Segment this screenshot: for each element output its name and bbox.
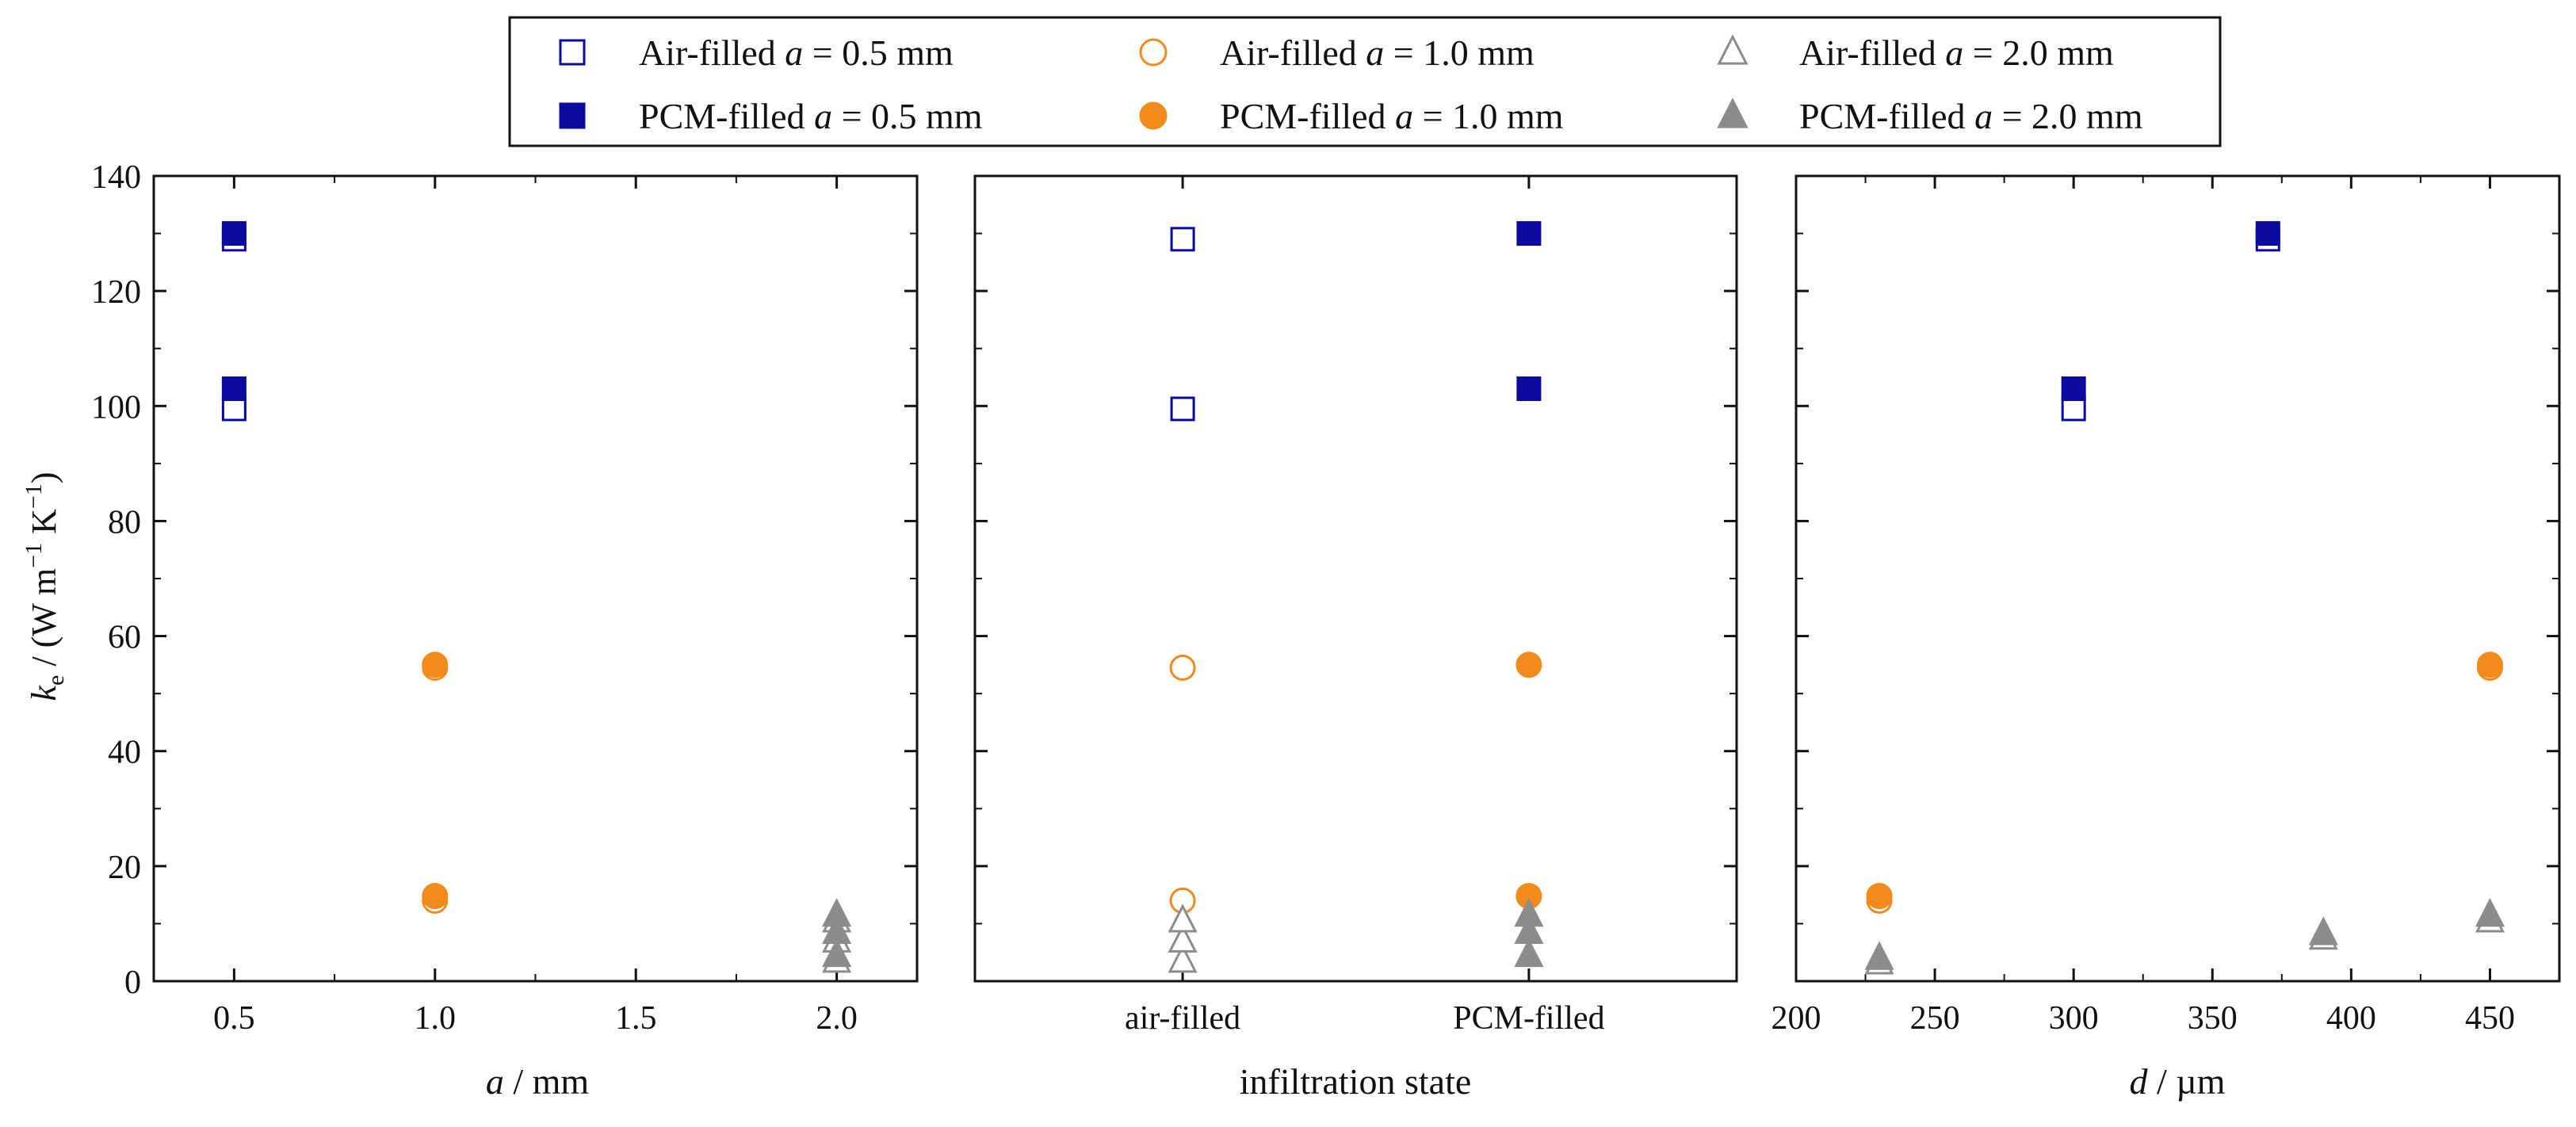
panel-c-point-pcm20 [2475, 898, 2505, 927]
panel-a-point-pcm20 [822, 938, 852, 968]
panel-a-ytick-label: 80 [108, 504, 141, 541]
legend-label-pcm05: PCM-filled a = 0.5 mm [639, 96, 983, 136]
legend-entry-air10: Air-filled a = 1.0 mm [1139, 32, 1535, 73]
panel-a-ytick-label: 120 [91, 274, 141, 311]
panel-b-point-air20 [1168, 904, 1198, 933]
panel-a-point-pcm05 [221, 221, 247, 246]
legend-label-air10: Air-filled a = 1.0 mm [1220, 32, 1535, 73]
panel-c-xtick-label: 200 [1771, 1000, 1821, 1037]
panel-c-point-pcm05 [2255, 221, 2280, 246]
panel-c-point-pcm10 [2476, 651, 2503, 678]
legend-entry-pcm20: PCM-filled a = 2.0 mm [1717, 96, 2143, 136]
y-axis-label: ke / (W m−1 K−1) [21, 472, 69, 701]
legend: Air-filled a = 0.5 mm Air-filled a = 1.0 … [508, 16, 2222, 147]
panel-a-xtick-label: 1.5 [615, 1000, 657, 1037]
panel-a-point-air05 [221, 396, 247, 422]
panel-b-point-air10 [1169, 654, 1196, 681]
panel-b-point-pcm20 [1514, 938, 1544, 968]
panel-b-x-axis-label: infiltration state [1240, 1061, 1472, 1102]
panel-a-frame [152, 174, 919, 983]
panel-c-point-pcm10 [1866, 883, 1893, 910]
panel-a-ytick-label: 20 [108, 850, 141, 886]
panel-b-xtick-label: PCM-filled [1453, 1000, 1604, 1037]
panel-a-ytick-label: 40 [108, 735, 141, 771]
legend-marker-pcm10 [1139, 101, 1168, 130]
panel-a-point-pcm10 [422, 883, 449, 910]
panel-a-x-axis-label: a / mm [486, 1061, 590, 1102]
legend-marker-pcm05 [559, 102, 586, 129]
panel-b-point-air20 [1168, 944, 1198, 973]
legend-frame [508, 16, 2222, 147]
panel-a-ytick-label: 140 [91, 159, 141, 196]
legend-items: Air-filled a = 0.5 mm Air-filled a = 1.0 … [559, 32, 2143, 136]
panel-c-xtick-label: 350 [2188, 1000, 2238, 1037]
panel-a-xtick-label: 2.0 [816, 1000, 858, 1037]
panel-c-xtick-label: 250 [1910, 1000, 1960, 1037]
panel-b-point-pcm20 [1514, 915, 1544, 945]
legend-entry-air20: Air-filled a = 2.0 mm [1717, 32, 2114, 73]
panel-b-point-pcm20 [1514, 898, 1544, 927]
panel-b-point-pcm05 [1516, 376, 1542, 402]
legend-entry-pcm05: PCM-filled a = 0.5 mm [559, 96, 983, 136]
panel-a-xtick-label: 0.5 [213, 1000, 255, 1037]
legend-label-air05: Air-filled a = 0.5 mm [639, 32, 954, 73]
legend-marker-air20 [1717, 34, 1749, 65]
panel-b-point-pcm05 [1516, 221, 1542, 246]
panel-c-point-pcm20 [2308, 916, 2338, 946]
panel-c-frame [1794, 174, 2561, 983]
panel-c-point-pcm05 [2061, 376, 2086, 402]
panel-a-ytick-label: 60 [108, 620, 141, 656]
panel-c-point-air05 [2061, 396, 2086, 422]
legend-label-air20: Air-filled a = 2.0 mm [1799, 32, 2114, 73]
panel-c-xtick-label: 400 [2326, 1000, 2376, 1037]
panel-b-point-air05 [1170, 396, 1195, 422]
panel-a: 0 20 40 60 80 100 120 140 0.5 1.0 1.5 2.0 [91, 159, 919, 1037]
y-axis-title: ke / (W m−1 K−1) [21, 472, 69, 701]
panel-a-xtick-label: 1.0 [415, 1000, 457, 1037]
panel-a-point-pcm05 [221, 376, 247, 402]
panel-b: air-filled PCM-filled [973, 174, 1738, 1037]
panel-b-point-air20 [1168, 923, 1198, 953]
panel-a-ytick-label: 100 [91, 389, 141, 426]
panel-c-xtick-label: 450 [2465, 1000, 2515, 1037]
panel-a-point-pcm20 [822, 898, 852, 927]
legend-marker-air10 [1139, 38, 1168, 67]
panel-b-xtick-label: air-filled [1125, 1000, 1240, 1037]
legend-marker-air05 [559, 39, 586, 66]
legend-label-pcm20: PCM-filled a = 2.0 mm [1799, 96, 2143, 136]
panel-c-xtick-label: 300 [2049, 1000, 2099, 1037]
legend-label-pcm10: PCM-filled a = 1.0 mm [1220, 96, 1564, 136]
panel-b-point-air05 [1170, 227, 1195, 252]
legend-entry-pcm10: PCM-filled a = 1.0 mm [1139, 96, 1564, 136]
panel-c-point-pcm20 [1864, 941, 1894, 970]
panel-a-point-pcm10 [422, 651, 449, 678]
panel-b-point-pcm10 [1515, 651, 1542, 678]
legend-marker-pcm20 [1717, 97, 1749, 128]
panel-c-x-axis-label: d / µm [2129, 1061, 2225, 1102]
panel-a-point-pcm20 [822, 915, 852, 945]
panel-b-frame [973, 174, 1738, 983]
panel-a-ytick-label: 0 [124, 965, 141, 1001]
panel-c: 200 250 300 350 400 450 [1771, 174, 2561, 1037]
legend-entry-air05: Air-filled a = 0.5 mm [559, 32, 954, 73]
